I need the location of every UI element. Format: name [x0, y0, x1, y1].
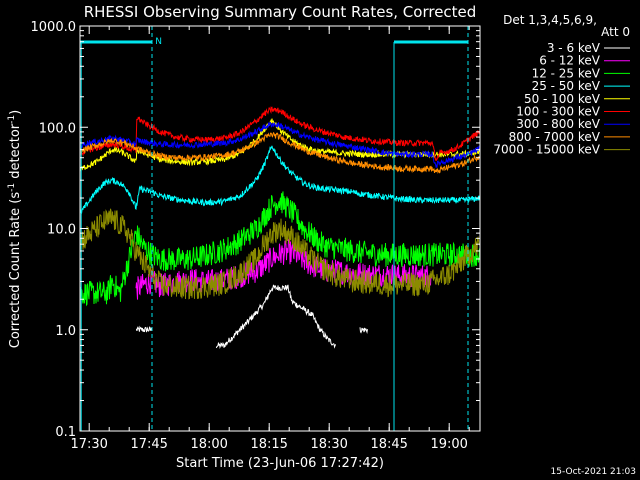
- legend-label: 300 - 800 keV: [516, 117, 600, 131]
- y-tick-label: 10.0: [47, 223, 76, 238]
- y-tick-label: 0.1: [55, 425, 76, 440]
- legend-label: 7000 - 15000 keV: [493, 143, 600, 157]
- legend-label: 100 - 300 keV: [516, 105, 600, 119]
- plot-area: N: [79, 26, 481, 431]
- legend-label: 800 - 7000 keV: [509, 130, 601, 144]
- series-8: [79, 208, 481, 300]
- series-line: [79, 121, 481, 169]
- y-tick-label: 1.0: [55, 324, 76, 339]
- flag-label: N: [155, 37, 162, 47]
- x-tick-label: 18:15: [250, 437, 287, 452]
- y-tick-label: 100.0: [39, 121, 76, 136]
- series-6: [79, 121, 481, 169]
- x-tick-label: 17:30: [70, 437, 107, 452]
- series-line: [79, 208, 481, 300]
- series-line: [359, 327, 368, 334]
- x-tick-label: 18:45: [370, 437, 407, 452]
- x-axis-label: Start Time (23-Jun-06 17:27:42): [176, 456, 384, 471]
- legend-header-line-1: Det 1,3,4,5,6,9,: [503, 13, 597, 27]
- series-3: [79, 145, 481, 214]
- series-line: [79, 131, 481, 174]
- series-line: [79, 145, 481, 214]
- x-tick-label: 18:00: [190, 437, 227, 452]
- y-axis-label: Corrected Count Rate (s-1 detector-1): [7, 110, 23, 348]
- series-5: [79, 106, 481, 162]
- series-line: [79, 191, 481, 307]
- series-2: [79, 191, 481, 307]
- x-tick-label: 18:30: [310, 437, 347, 452]
- series-7: [79, 131, 481, 174]
- series-0: [135, 284, 368, 350]
- series-line: [215, 284, 336, 350]
- legend-label: 3 - 6 keV: [547, 41, 601, 55]
- x-tick-label: 19:00: [430, 437, 467, 452]
- footer-timestamp: 15-Oct-2021 21:03: [551, 467, 636, 477]
- x-tick-label: 17:45: [130, 437, 167, 452]
- series-line: [79, 106, 481, 162]
- chart-title: RHESSI Observing Summary Count Rates, Co…: [84, 3, 477, 21]
- axes: 1000.0 100.0 10.0 1.0 0.117:30 17:45 18:00 18:1…: [31, 20, 481, 452]
- legend-label: 12 - 25 keV: [532, 66, 601, 80]
- series-line: [135, 325, 152, 333]
- legend-header-line-2: Att 0: [601, 25, 630, 39]
- legend-label: 6 - 12 keV: [539, 54, 601, 68]
- legend-label: 50 - 100 keV: [524, 92, 601, 106]
- y-tick-label: 1000.0: [31, 20, 77, 35]
- legend-label: 25 - 50 keV: [532, 79, 601, 93]
